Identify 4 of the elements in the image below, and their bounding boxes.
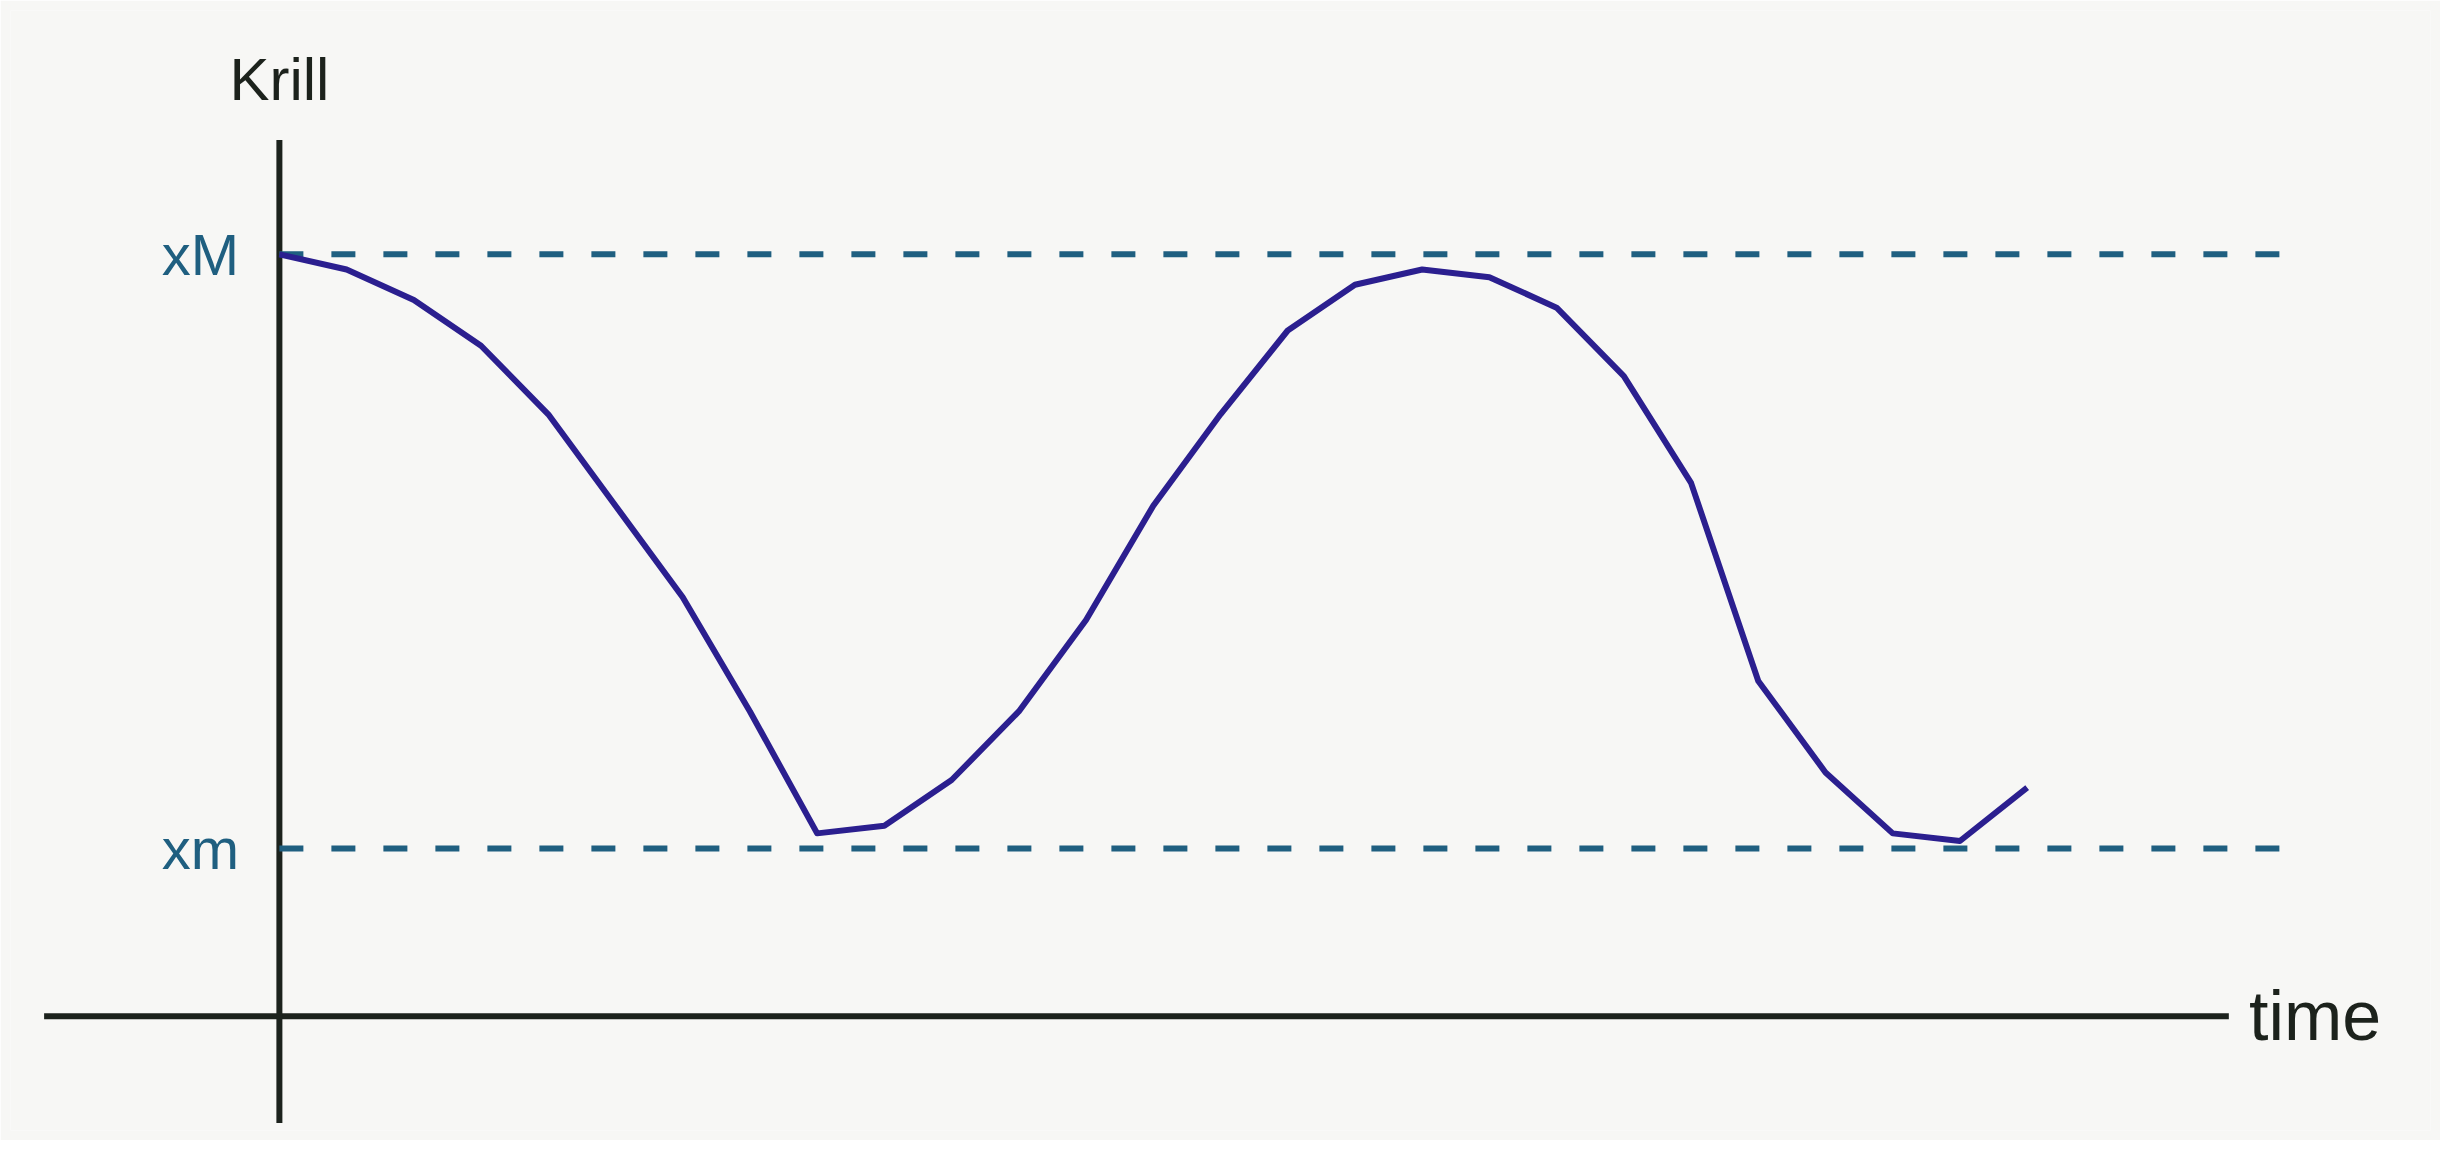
ref-line-label: xM	[161, 221, 240, 287]
y-axis-title: Krill	[229, 45, 330, 113]
ref-line-label: xm	[161, 816, 240, 882]
x-axis-title: time	[2249, 977, 2382, 1056]
